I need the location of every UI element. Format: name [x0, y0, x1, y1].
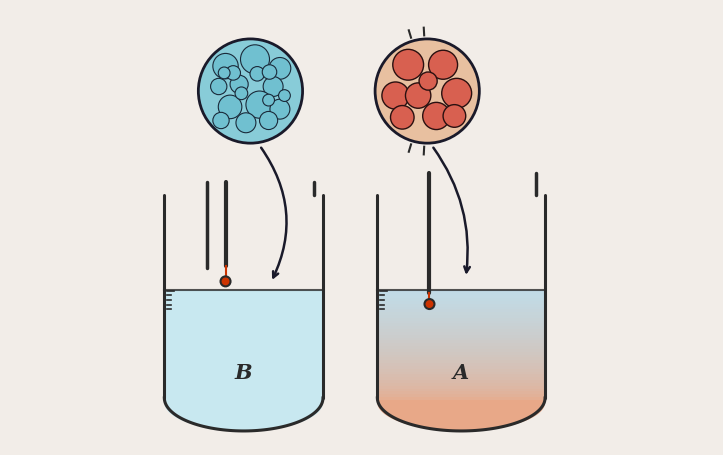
Polygon shape: [377, 400, 545, 403]
Polygon shape: [377, 338, 545, 341]
Polygon shape: [377, 397, 545, 400]
Polygon shape: [377, 293, 545, 296]
Polygon shape: [377, 346, 545, 349]
Circle shape: [269, 58, 291, 80]
Polygon shape: [377, 321, 545, 324]
Polygon shape: [377, 360, 545, 363]
Circle shape: [226, 66, 241, 81]
Polygon shape: [377, 318, 545, 321]
Polygon shape: [377, 324, 545, 327]
Text: B: B: [235, 362, 252, 382]
Circle shape: [443, 106, 466, 128]
Polygon shape: [377, 290, 545, 293]
Polygon shape: [377, 389, 545, 391]
Polygon shape: [377, 374, 545, 377]
Circle shape: [213, 113, 229, 129]
Circle shape: [218, 96, 242, 119]
Polygon shape: [377, 296, 545, 298]
Polygon shape: [377, 310, 545, 313]
Polygon shape: [377, 366, 545, 369]
Polygon shape: [377, 315, 545, 318]
Polygon shape: [377, 327, 545, 329]
Polygon shape: [377, 349, 545, 352]
Polygon shape: [377, 313, 545, 315]
Polygon shape: [164, 403, 323, 431]
Circle shape: [241, 46, 270, 75]
Circle shape: [393, 50, 424, 81]
Polygon shape: [377, 329, 545, 332]
Circle shape: [419, 73, 437, 91]
Polygon shape: [377, 355, 545, 358]
Circle shape: [442, 79, 471, 109]
Polygon shape: [377, 383, 545, 386]
Polygon shape: [377, 372, 545, 374]
Circle shape: [390, 106, 414, 130]
Polygon shape: [377, 352, 545, 355]
Polygon shape: [377, 301, 545, 304]
Circle shape: [235, 88, 248, 101]
Polygon shape: [377, 386, 545, 389]
Polygon shape: [377, 369, 545, 372]
Polygon shape: [377, 307, 545, 310]
Circle shape: [429, 51, 458, 80]
Circle shape: [263, 77, 283, 97]
Circle shape: [270, 100, 290, 120]
Circle shape: [262, 66, 277, 80]
Polygon shape: [377, 380, 545, 383]
Circle shape: [198, 40, 303, 144]
Circle shape: [218, 68, 230, 80]
Polygon shape: [164, 290, 323, 403]
Polygon shape: [377, 391, 545, 394]
Polygon shape: [377, 304, 545, 307]
Circle shape: [250, 67, 265, 82]
Circle shape: [210, 79, 227, 96]
Polygon shape: [377, 335, 545, 338]
Circle shape: [262, 95, 275, 107]
Polygon shape: [377, 298, 545, 301]
Circle shape: [424, 299, 435, 309]
Text: A: A: [453, 362, 469, 382]
Circle shape: [246, 92, 273, 119]
Polygon shape: [377, 344, 545, 346]
Circle shape: [230, 76, 248, 94]
Circle shape: [260, 112, 278, 130]
Polygon shape: [377, 332, 545, 335]
Polygon shape: [377, 377, 545, 380]
Circle shape: [278, 91, 291, 102]
Polygon shape: [377, 394, 545, 397]
Circle shape: [382, 83, 409, 110]
Circle shape: [213, 54, 238, 80]
Polygon shape: [377, 358, 545, 360]
Circle shape: [406, 84, 431, 109]
Circle shape: [375, 40, 479, 144]
Polygon shape: [377, 363, 545, 366]
Polygon shape: [377, 341, 545, 344]
Polygon shape: [377, 403, 545, 431]
Circle shape: [423, 103, 450, 130]
Circle shape: [221, 277, 231, 287]
Circle shape: [236, 114, 256, 133]
